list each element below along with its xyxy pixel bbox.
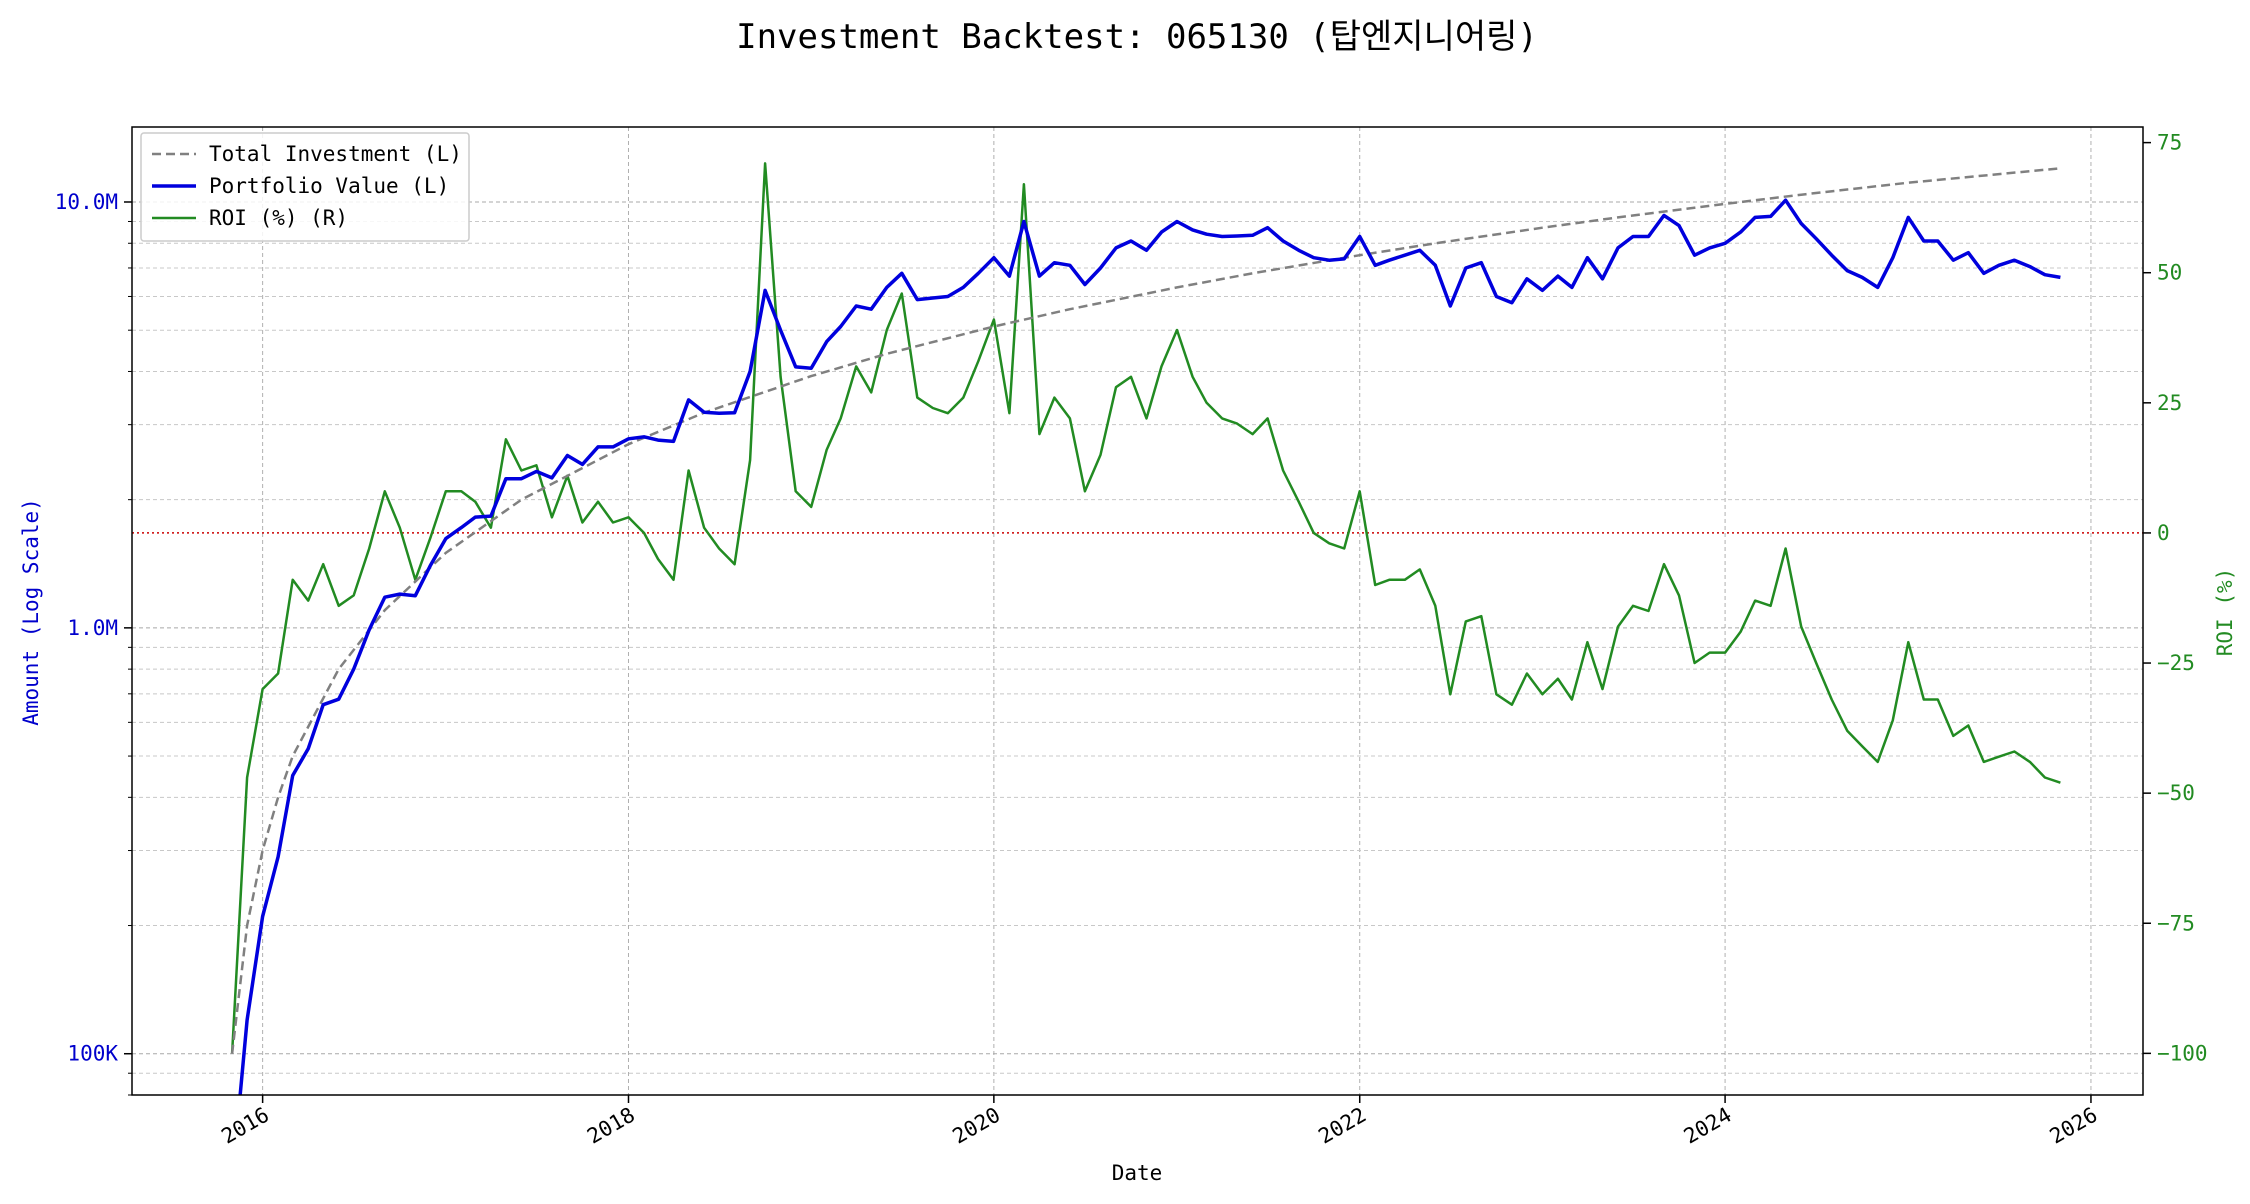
series-portfolio-value: [238, 198, 2061, 1095]
series-roi: [230, 162, 2061, 1054]
right-tick-label: 75: [2157, 131, 2182, 155]
series-layer: [230, 162, 2061, 1095]
left-tick-label: 1.0M: [67, 616, 118, 640]
legend-label-roi: ROI (%) (R): [209, 206, 348, 230]
right-tick-label: 50: [2157, 261, 2182, 285]
chart-title: Investment Backtest: 065130 (탑엔지니어링): [736, 17, 1538, 57]
left-axis-ticks: 100K 1.0M 10.0M: [55, 190, 132, 1096]
legend-label-total-investment: Total Investment (L): [209, 142, 462, 166]
right-tick-label: −50: [2157, 781, 2195, 805]
right-tick-label: −100: [2157, 1041, 2208, 1065]
x-tick-label: 2026: [2046, 1103, 2102, 1149]
legend: Total Investment (L) Portfolio Value (L)…: [140, 132, 470, 242]
legend-label-portfolio-value: Portfolio Value (L): [209, 174, 449, 198]
right-axis-label: ROI (%): [2213, 568, 2237, 657]
left-tick-label: 10.0M: [55, 190, 118, 214]
x-tick-label: 2022: [1314, 1103, 1370, 1149]
plot-frame: [131, 126, 2144, 1096]
right-tick-label: 25: [2157, 391, 2182, 415]
x-tick-label: 2016: [217, 1103, 273, 1149]
legend-box: [140, 132, 470, 242]
right-tick-label: 0: [2157, 521, 2170, 545]
x-axis-label: Date: [1112, 1161, 1163, 1185]
grid-lines: [132, 127, 2143, 1096]
right-tick-label: −75: [2157, 911, 2195, 935]
left-axis-label: Amount (Log Scale): [19, 498, 43, 726]
x-axis-ticks: 2016 2018 2020 2022 2024 2026: [217, 1095, 2101, 1149]
left-tick-label: 100K: [67, 1042, 118, 1066]
series-total-investment: [230, 167, 2061, 1054]
right-tick-label: −25: [2157, 651, 2195, 675]
x-tick-label: 2024: [1680, 1103, 1736, 1149]
right-axis-ticks: 75 50 25 0 −25 −50 −75 −100: [2143, 131, 2208, 1065]
x-tick-label: 2018: [583, 1103, 639, 1149]
x-tick-label: 2020: [949, 1103, 1005, 1149]
